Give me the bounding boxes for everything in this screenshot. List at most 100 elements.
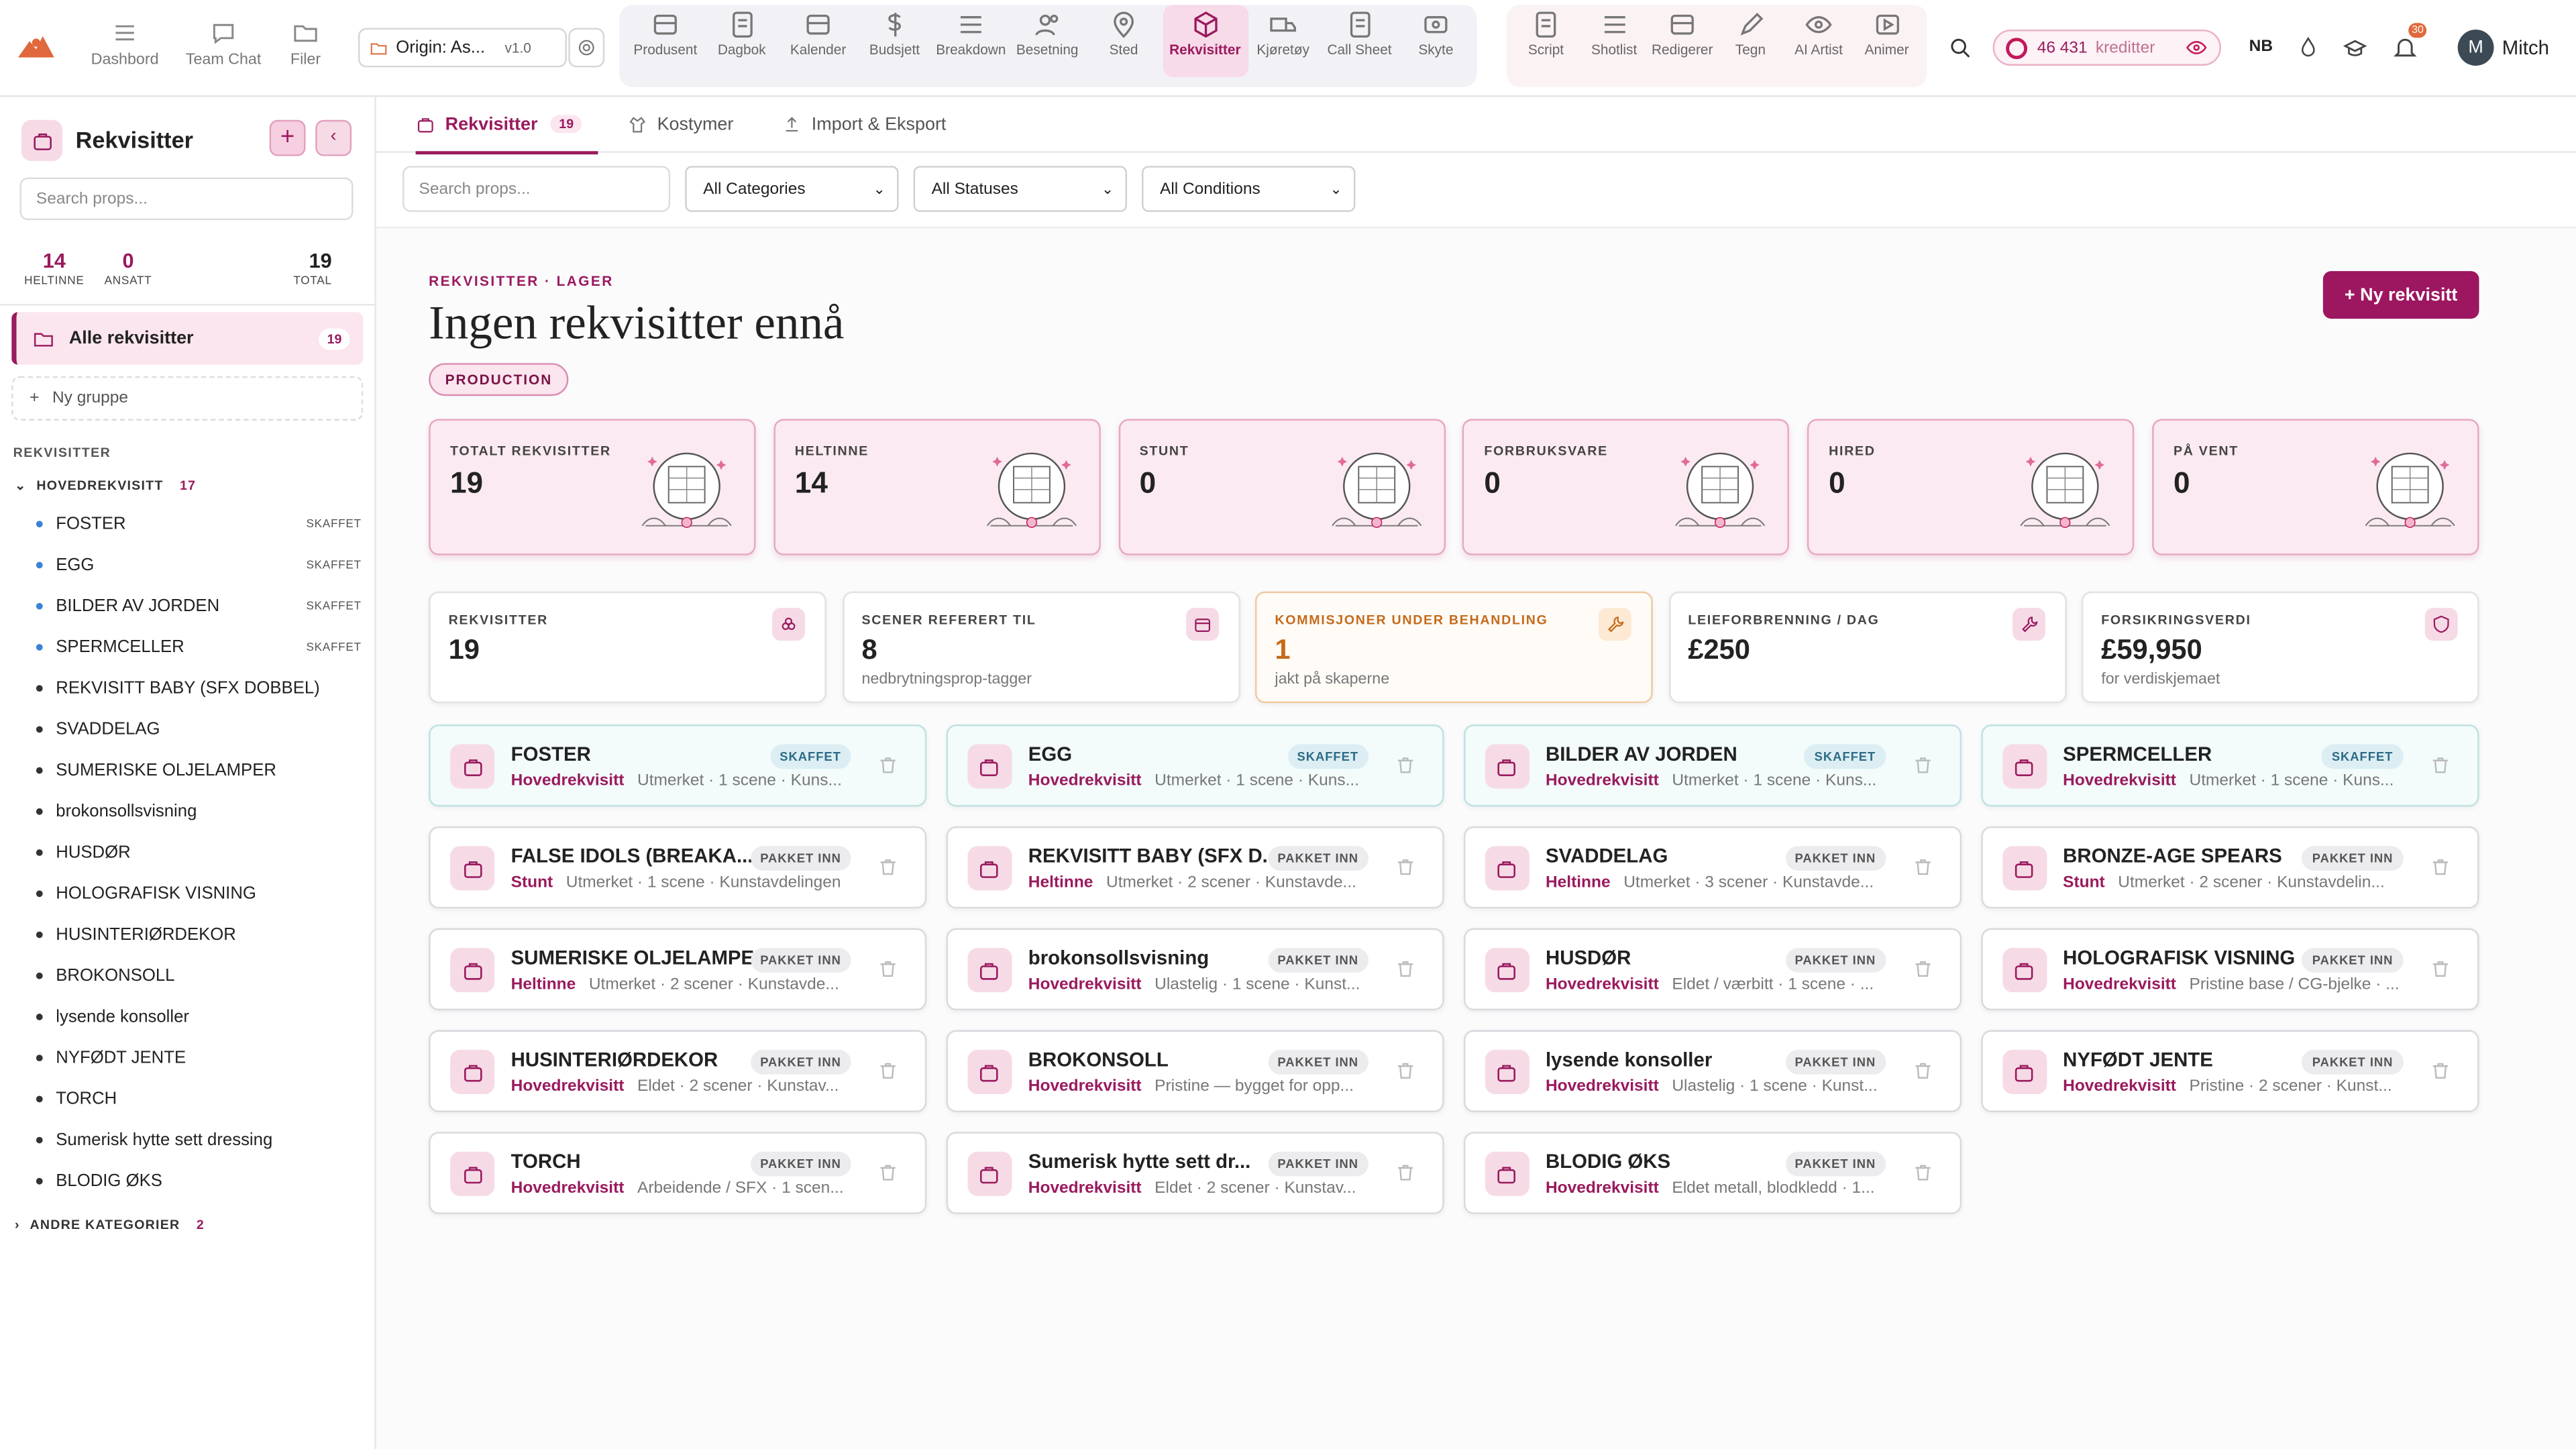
- module-tab[interactable]: Call Sheet: [1322, 5, 1397, 77]
- delete-button[interactable]: [1395, 958, 1416, 987]
- module-tab[interactable]: Skyte: [1398, 5, 1474, 77]
- delete-button[interactable]: [1912, 856, 1933, 885]
- delete-button[interactable]: [1912, 754, 1933, 784]
- tool-tab[interactable]: AI Artist: [1784, 5, 1854, 77]
- sidebar-item[interactable]: REKVISITT BABY (SFX DOBBEL): [36, 672, 362, 705]
- prop-card[interactable]: lysende konsoller PAKKET INN Hovedrekvisit…: [1463, 1030, 1962, 1112]
- sidebar-item[interactable]: SPERMCELLER SKAFFET: [36, 631, 362, 663]
- group-header[interactable]: ⌄ HOVEDREKVISITT 17: [15, 478, 196, 493]
- sidebar-item[interactable]: NYFØDT JENTE: [36, 1042, 362, 1075]
- delete-button[interactable]: [2429, 754, 2451, 784]
- delete-button[interactable]: [2429, 958, 2451, 987]
- delete-button[interactable]: [2429, 1060, 2451, 1089]
- nav-item[interactable]: Dashbord: [79, 19, 171, 69]
- module-label: Call Sheet: [1327, 41, 1392, 58]
- prop-card[interactable]: SUMERISKE OLJELAMPER PAKKET INN Heltinne Ut…: [429, 928, 927, 1011]
- tool-tab[interactable]: Tegn: [1716, 5, 1785, 77]
- filter-select[interactable]: All Conditions ⌄: [1142, 166, 1356, 212]
- filter-select[interactable]: All Statuses ⌄: [913, 166, 1128, 212]
- tool-tab[interactable]: Shotlist: [1580, 5, 1649, 77]
- prop-card[interactable]: BRONZE-AGE SPEARS PAKKET INN Stunt Utmerket…: [1980, 826, 2479, 909]
- module-tab[interactable]: Breakdown: [933, 5, 1009, 77]
- delete-button[interactable]: [877, 856, 899, 885]
- tool-tab[interactable]: Animer: [1852, 5, 1921, 77]
- module-tab[interactable]: Produsent: [628, 5, 704, 77]
- settings[interactable]: [568, 28, 605, 68]
- tool-tab[interactable]: Script: [1511, 5, 1580, 77]
- search-button[interactable]: [1947, 34, 1973, 68]
- sidebar-item[interactable]: FOSTER SKAFFET: [36, 508, 362, 541]
- prop-card[interactable]: HUSDØR PAKKET INN Hovedrekvisitt Eldet / væ…: [1463, 928, 1962, 1011]
- delete-button[interactable]: [1395, 754, 1416, 784]
- module-tab[interactable]: Kjøretøy: [1245, 5, 1321, 77]
- collapse-button[interactable]: ‹: [315, 119, 352, 156]
- delete-button[interactable]: [877, 958, 899, 987]
- add-button[interactable]: +: [269, 119, 306, 156]
- prop-card[interactable]: TORCH PAKKET INN Hovedrekvisitt Arbeidende …: [429, 1132, 927, 1214]
- prop-card[interactable]: NYFØDT JENTE PAKKET INN Hovedrekvisitt Pris…: [1980, 1030, 2479, 1112]
- delete-button[interactable]: [1912, 958, 1933, 987]
- logo[interactable]: [17, 34, 54, 58]
- sidebar-item[interactable]: SVADDELAG: [36, 713, 362, 746]
- module-tab[interactable]: Besetning: [1010, 5, 1085, 77]
- prop-card[interactable]: SPERMCELLER SKAFFET Hovedrekvisitt Utmerket…: [1980, 724, 2479, 807]
- sidebar-item[interactable]: lysende konsoller: [36, 1000, 362, 1033]
- language[interactable]: NB: [2249, 38, 2273, 56]
- sidebar-item[interactable]: SUMERISKE OLJELAMPER: [36, 754, 362, 787]
- prop-card[interactable]: FALSE IDOLS (BREAKA... PAKKET INN Stunt Utm…: [429, 826, 927, 909]
- module-tab[interactable]: Sted: [1086, 5, 1162, 77]
- tool-tab[interactable]: Redigerer: [1648, 5, 1717, 77]
- prop-card[interactable]: brokonsollsvisning PAKKET INN Hovedrekvisi…: [946, 928, 1444, 1011]
- all-props[interactable]: Alle rekvisitter 19: [11, 312, 364, 365]
- tab[interactable]: Kostymer: [628, 97, 733, 151]
- prop-card[interactable]: Sumerisk hytte sett dr... PAKKET INN Hoved…: [946, 1132, 1444, 1214]
- delete-button[interactable]: [1395, 1161, 1416, 1191]
- new-prop-button[interactable]: + Ny rekvisitt: [2322, 271, 2479, 319]
- avatar[interactable]: M: [2457, 30, 2494, 66]
- nav-item[interactable]: Team Chat: [177, 19, 269, 69]
- delete-button[interactable]: [877, 754, 899, 784]
- prop-card[interactable]: HOLOGRAFISK VISNING PAKKET INN Hovedrekvis…: [1980, 928, 2479, 1011]
- module-tab[interactable]: Rekvisitter: [1162, 5, 1248, 78]
- sidebar-item[interactable]: EGG SKAFFET: [36, 549, 362, 582]
- credits[interactable]: 46 431 kreditter: [1992, 30, 2222, 66]
- delete-button[interactable]: [877, 1161, 899, 1191]
- project-select[interactable]: Origin: As... v1.0: [358, 28, 567, 68]
- prop-card[interactable]: REKVISITT BABY (SFX D... PAKKET INN Heltin…: [946, 826, 1444, 909]
- delete-button[interactable]: [2429, 856, 2451, 885]
- notifications[interactable]: 30: [2392, 23, 2427, 68]
- prop-card[interactable]: SVADDELAG PAKKET INN Heltinne Utmerket · 3 …: [1463, 826, 1962, 909]
- filter-select[interactable]: All Categories ⌄: [685, 166, 899, 212]
- sidebar-item[interactable]: HUSDØR: [36, 837, 362, 869]
- nav-item[interactable]: Filer: [260, 19, 352, 69]
- delete-button[interactable]: [1912, 1060, 1933, 1089]
- prop-card[interactable]: FOSTER SKAFFET Hovedrekvisitt Utmerket · 1 …: [429, 724, 927, 807]
- delete-button[interactable]: [1912, 1161, 1933, 1191]
- sidebar-item[interactable]: HUSINTERIØRDEKOR: [36, 918, 362, 951]
- sidebar-search[interactable]: Search props...: [19, 177, 354, 221]
- prop-card[interactable]: EGG SKAFFET Hovedrekvisitt Utmerket · 1 sce…: [946, 724, 1444, 807]
- sidebar-item[interactable]: HOLOGRAFISK VISNING: [36, 877, 362, 910]
- delete-button[interactable]: [1395, 856, 1416, 885]
- tab[interactable]: Import & Eksport: [782, 97, 946, 151]
- sidebar-item[interactable]: brokonsollsvisning: [36, 795, 362, 828]
- module-tab[interactable]: Dagbok: [704, 5, 780, 77]
- icon: [1397, 859, 1413, 875]
- module-tab[interactable]: Kalender: [780, 5, 856, 77]
- prop-card[interactable]: BILDER AV JORDEN SKAFFET Hovedrekvisitt Utm…: [1463, 724, 1962, 807]
- prop-card[interactable]: BROKONSOLL PAKKET INN Hovedrekvisitt Pristi…: [946, 1030, 1444, 1112]
- sidebar-item[interactable]: BROKONSOLL: [36, 959, 362, 992]
- delete-button[interactable]: [1395, 1060, 1416, 1089]
- filter-search[interactable]: Search props...: [402, 166, 671, 212]
- group-header[interactable]: › ANDRE KATEGORIER 2: [15, 1218, 205, 1232]
- sidebar-item[interactable]: TORCH: [36, 1083, 362, 1116]
- new-group[interactable]: + Ny gruppe: [11, 376, 364, 421]
- sidebar-item[interactable]: BILDER AV JORDEN SKAFFET: [36, 590, 362, 623]
- prop-card[interactable]: HUSINTERIØRDEKOR PAKKET INN Hovedrekvisitt…: [429, 1030, 927, 1112]
- delete-button[interactable]: [877, 1060, 899, 1089]
- tab[interactable]: Rekvisitter 19: [415, 97, 598, 155]
- module-tab[interactable]: Budsjett: [857, 5, 932, 77]
- sidebar-item[interactable]: Sumerisk hytte sett dressing: [36, 1124, 362, 1157]
- prop-card[interactable]: BLODIG ØKS PAKKET INN Hovedrekvisitt Eldet …: [1463, 1132, 1962, 1214]
- sidebar-item[interactable]: BLODIG ØKS: [36, 1165, 362, 1197]
